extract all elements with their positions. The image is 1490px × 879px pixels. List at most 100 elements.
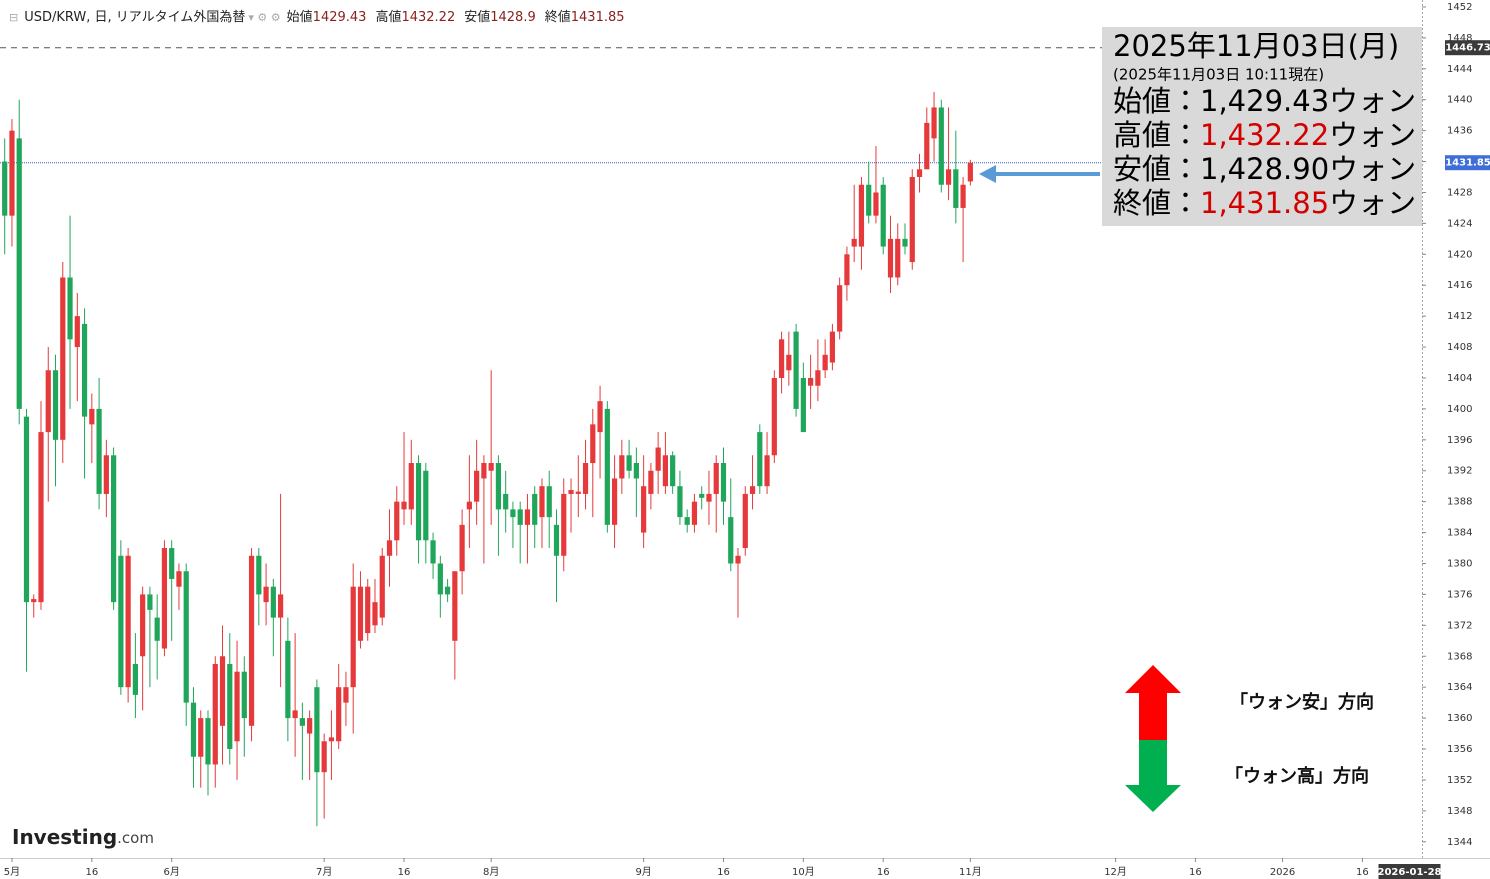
candle-body <box>176 571 182 587</box>
candle-body <box>524 509 531 525</box>
candle-body <box>386 540 393 556</box>
header-value: 1428.9 <box>490 10 536 25</box>
candle-body <box>662 455 669 487</box>
candle-body <box>880 184 886 247</box>
candle-body <box>822 354 828 371</box>
y-tick-label: 1404 <box>1447 373 1472 384</box>
candle-body <box>292 710 298 719</box>
candle-body <box>510 509 516 518</box>
candle-body <box>394 501 400 541</box>
candle-body <box>169 548 175 579</box>
info-row: 始値：1,429.43ウォン <box>1113 84 1416 118</box>
candle-body <box>423 470 429 541</box>
x-tick-label: 10月 <box>792 866 815 878</box>
info-value: 1,428.90 <box>1200 152 1329 186</box>
candle-body <box>241 671 247 719</box>
y-tick-label: 1344 <box>1447 837 1472 848</box>
candle-body <box>365 586 371 634</box>
x-tick-label: 8月 <box>483 866 499 878</box>
crosshair-x-label: 2026-01-28 <box>1378 867 1442 878</box>
candle-body <box>89 408 95 425</box>
candle-body <box>466 501 472 510</box>
candle-body <box>212 663 218 765</box>
candle-body <box>699 493 705 498</box>
candle-body <box>561 493 567 556</box>
info-rows: 始値：1,429.43ウォン高値：1,432.22ウォン安値：1,428.90ウ… <box>1113 84 1416 220</box>
x-tick-label: 6月 <box>164 866 180 878</box>
info-row: 終値：1,431.85ウォン <box>1113 186 1416 220</box>
candle-body <box>582 463 589 494</box>
candle-body <box>161 548 168 649</box>
candle-body <box>626 455 632 471</box>
candle-body <box>648 470 654 494</box>
candle-body <box>728 517 734 564</box>
candle-body <box>147 594 153 610</box>
candle-body <box>706 493 712 502</box>
x-tick-label: 16 <box>1189 867 1202 878</box>
candle-body <box>60 277 66 440</box>
candle-body <box>45 370 51 433</box>
candle-body <box>568 490 574 494</box>
y-tick-label: 1440 <box>1447 95 1472 106</box>
candle-body <box>140 594 146 657</box>
price-label-box <box>1445 155 1490 171</box>
candle-body <box>611 478 618 525</box>
x-tick-label: 5月 <box>4 866 20 878</box>
up-arrow <box>1125 665 1181 740</box>
x-tick-label: 16 <box>1356 867 1369 878</box>
y-tick-label: 1448 <box>1447 33 1472 44</box>
info-unit: ウォン <box>1329 84 1416 118</box>
candle-body <box>285 640 291 719</box>
plot <box>0 47 1422 827</box>
candle-body <box>771 377 777 456</box>
candle-body <box>437 563 443 595</box>
y-tick-label: 1384 <box>1447 528 1472 539</box>
candle-body <box>74 316 80 348</box>
candle-body <box>670 455 676 487</box>
candle-body <box>459 524 465 572</box>
candle-body <box>23 416 30 603</box>
candle-body <box>9 130 15 216</box>
candle-body <box>444 586 451 595</box>
candle-body <box>837 285 843 332</box>
candle-body <box>786 354 792 371</box>
candle-body <box>234 671 240 742</box>
candle-body <box>851 238 857 247</box>
candle-body <box>742 493 748 549</box>
x-tick-label: 16 <box>85 867 98 878</box>
y-tick-label: 1364 <box>1447 682 1472 693</box>
price-label: 1446.73 <box>1445 43 1490 54</box>
candle-body <box>125 555 131 688</box>
y-tick-label: 1416 <box>1447 280 1472 291</box>
candle-body <box>350 586 356 688</box>
candle-body <box>401 501 407 510</box>
candle-body <box>720 463 727 502</box>
x-tick-label: 16 <box>398 867 411 878</box>
info-unit: ウォン <box>1329 118 1416 152</box>
candle-body <box>379 555 385 618</box>
header-label: 終値 <box>544 10 571 25</box>
x-tick-label: 12月 <box>1104 866 1127 878</box>
header-value: 1429.43 <box>312 10 367 25</box>
candle-body <box>357 586 364 641</box>
y-tick-label: 1428 <box>1447 187 1472 198</box>
candle-body <box>205 718 211 765</box>
candle-body <box>945 169 952 185</box>
candle-body <box>299 718 305 726</box>
price-label: 1431.85 <box>1445 158 1490 169</box>
candle-body <box>452 571 458 641</box>
candle-body <box>307 718 313 734</box>
crosshair-x-box <box>1378 864 1441 879</box>
pointer-arrowhead <box>979 165 996 183</box>
candle-body <box>655 447 661 471</box>
candle-body <box>248 555 255 726</box>
candle-body <box>604 408 610 525</box>
candle-body <box>960 184 966 208</box>
candle-body <box>858 184 865 247</box>
candle-body <box>931 107 937 139</box>
candle-body <box>277 594 284 618</box>
info-date: 2025年11月03日(月) <box>1113 29 1399 63</box>
candle-body <box>219 656 226 726</box>
candle-body <box>132 663 138 695</box>
